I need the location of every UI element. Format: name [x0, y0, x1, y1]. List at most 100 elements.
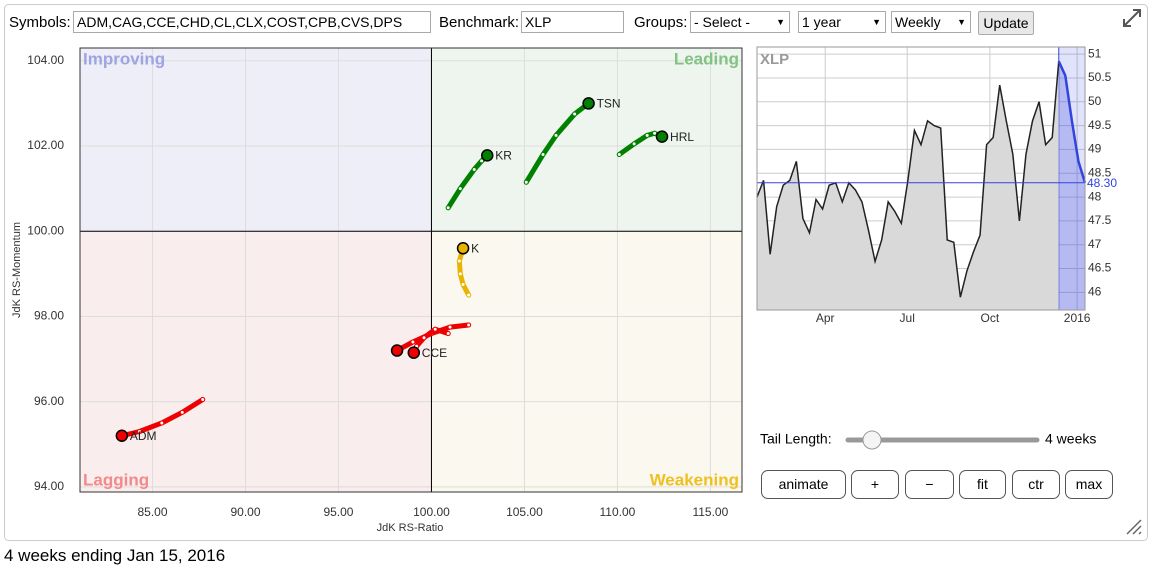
y-tick-label: 46.5 — [1088, 261, 1112, 275]
tail-point — [432, 326, 438, 332]
head-point[interactable] — [456, 242, 470, 255]
x-tick-label: 85.00 — [138, 505, 168, 519]
control-button[interactable]: animate — [761, 470, 846, 499]
tail-point — [457, 186, 463, 192]
tail-region — [1058, 47, 1085, 310]
tail-point — [460, 281, 466, 287]
y-tick-label: 49 — [1088, 142, 1102, 156]
tail-point — [466, 322, 472, 328]
symbol-label: KR — [495, 149, 512, 163]
control-button[interactable]: max — [1065, 470, 1113, 499]
tail-point — [540, 152, 546, 158]
y-tick-label: 94.00 — [34, 479, 64, 493]
x-tick-label: 95.00 — [323, 505, 353, 519]
groups-select[interactable]: - Select - — [690, 11, 790, 33]
groups-label: Groups: — [634, 14, 688, 31]
benchmark-chart: 46 46.5 47 47.5 48 48.5 49 49.5 50 50.5 51 Apr Jul Oc… — [756, 46, 1117, 325]
head-point[interactable] — [390, 344, 404, 357]
tail-point — [159, 420, 165, 426]
tail-value: 4 weeks — [1045, 431, 1096, 447]
chart-title: XLP — [760, 51, 789, 68]
tail-point — [523, 179, 529, 185]
head-point[interactable] — [115, 429, 129, 443]
control-button[interactable]: ctr — [1012, 470, 1060, 499]
price-line-tail — [1057, 60, 1087, 184]
head-point[interactable] — [582, 97, 595, 110]
x-tick-label: 115.00 — [692, 505, 728, 519]
period-select[interactable]: 1 year — [798, 11, 886, 33]
y-tick-label: 47 — [1088, 237, 1102, 251]
head-point[interactable] — [407, 346, 421, 359]
price-line — [756, 61, 1060, 298]
symbol-label: ADM — [130, 429, 157, 443]
tail-label: Tail Length: — [760, 431, 832, 447]
tail-point — [466, 292, 472, 298]
benchmark-label: Benchmark: — [439, 14, 520, 31]
tail-point — [137, 428, 143, 434]
tail-point — [616, 152, 622, 158]
rrg-chart: 85.00 90.00 95.00 100.00 105.00 110.00 115.00 9… — [11, 47, 743, 534]
tail-point — [200, 397, 206, 403]
price-area — [757, 61, 1059, 310]
quadrant-label: Leading — [674, 49, 739, 68]
frequency-select[interactable]: Weekly — [891, 11, 971, 33]
y-tick-label: 50 — [1088, 94, 1102, 108]
tail-point — [644, 132, 650, 138]
symbol-label: K — [471, 241, 479, 255]
y-axis-label: JdK RS-Momentum — [11, 222, 23, 318]
tail-point — [572, 111, 578, 117]
tail-point — [652, 130, 658, 136]
quadrant — [80, 231, 432, 493]
control-button[interactable]: fit — [959, 470, 1006, 499]
resize-handle[interactable] — [1126, 519, 1142, 535]
tail-point — [447, 324, 453, 330]
expand-icon[interactable] — [1123, 9, 1141, 27]
symbol-label: CCE — [422, 346, 447, 360]
x-tick-label: 100.00 — [413, 505, 450, 519]
tail-point — [471, 166, 477, 172]
plot-frame — [756, 46, 1086, 311]
current-value-label: 48.30 — [1087, 176, 1117, 190]
head-point[interactable] — [655, 130, 669, 143]
quadrant-label: Weakening — [650, 470, 739, 489]
quadrant — [431, 48, 742, 232]
y-tick-label: 104.00 — [27, 53, 64, 67]
tail-point — [553, 132, 559, 138]
x-tick-label: Jul — [900, 311, 915, 325]
symbol-label: HRL — [670, 130, 694, 144]
control-button[interactable]: + — [851, 470, 899, 499]
y-tick-label: 51 — [1088, 46, 1102, 60]
y-tick-label: 100.00 — [27, 223, 64, 237]
quadrant-label: Lagging — [83, 470, 149, 489]
y-tick-label: 49.5 — [1088, 118, 1112, 132]
tail-point — [456, 258, 462, 264]
y-tick-label: 50.5 — [1088, 70, 1112, 84]
tail-point — [457, 271, 463, 277]
tail-point — [445, 205, 451, 211]
y-tick-label: 96.00 — [34, 394, 64, 408]
x-tick-label: Apr — [816, 311, 835, 325]
symbols-label: Symbols: — [9, 14, 71, 31]
quadrant — [431, 231, 742, 493]
head-point[interactable] — [480, 149, 494, 162]
symbols-input[interactable]: ADM,CAG,CCE,CHD,CL,CLX,COST,CPB,CVS,DPS — [73, 11, 431, 33]
y-tick-label: 47.5 — [1088, 213, 1112, 227]
x-tick-label: 110.00 — [600, 505, 636, 519]
tail-slider-knob[interactable] — [862, 430, 882, 450]
y-tick-label: 46 — [1088, 285, 1102, 299]
tail-point — [410, 339, 416, 345]
tail-point — [631, 141, 637, 147]
x-tick-label: 105.00 — [506, 505, 543, 519]
symbol-label: TSN — [597, 97, 621, 111]
benchmark-input[interactable]: XLP — [521, 11, 624, 33]
quadrant-label: Improving — [83, 49, 165, 68]
control-button[interactable]: − — [905, 470, 954, 499]
y-tick-label: 48 — [1088, 189, 1102, 203]
update-button[interactable]: Update — [978, 11, 1034, 35]
x-tick-label: Oct — [981, 311, 1000, 325]
tail-point — [479, 158, 485, 164]
y-tick-label: 98.00 — [34, 309, 64, 323]
y-tick-label: 102.00 — [27, 138, 64, 152]
